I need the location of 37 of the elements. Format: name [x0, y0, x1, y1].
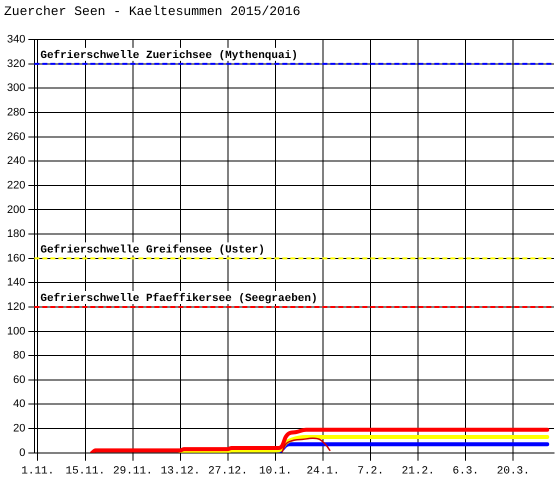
x-tick-label: 13.12.	[160, 465, 200, 478]
x-tick-label: 24.1.	[306, 465, 340, 478]
x-tick-label: 29.11.	[113, 465, 153, 478]
line-series	[282, 437, 331, 452]
y-tick-label: 160	[6, 252, 26, 264]
line-series	[178, 435, 550, 453]
y-tick-label: 240	[6, 155, 26, 168]
x-tick-label: 15.11.	[65, 465, 106, 478]
x-tick-label: 6.3.	[452, 465, 479, 478]
line-series	[276, 442, 550, 453]
y-tick-label: 280	[6, 106, 26, 119]
y-tick-label: 20	[13, 422, 26, 435]
ref-line-label: Gefrierschwelle Pfaeffikersee (Seegraeben)	[40, 292, 318, 306]
y-tick-label: 60	[13, 374, 26, 386]
x-tick-label: 21.2.	[402, 465, 435, 478]
y-tick-label: 340	[6, 34, 26, 46]
x-tick-label: 1.11.	[21, 465, 54, 478]
y-tick-label: 40	[13, 398, 26, 410]
line-series	[90, 428, 550, 453]
chart-title: Zuercher Seen - Kaeltesummen 2015/2016	[4, 4, 300, 20]
y-tick-label: 140	[6, 276, 26, 289]
y-tick-label: 120	[6, 300, 26, 313]
y-tick-label: 220	[6, 179, 26, 192]
x-tick-label: 7.2.	[357, 465, 384, 478]
y-tick-label: 100	[6, 325, 26, 338]
x-tick-label: 20.3.	[496, 465, 530, 478]
y-tick-label: 200	[6, 204, 26, 216]
y-tick-label: 180	[6, 228, 26, 240]
y-tick-label: 0	[19, 446, 26, 459]
x-tick-label: 10.1.	[258, 465, 292, 478]
y-tick-label: 300	[6, 82, 26, 94]
y-tick-label: 80	[13, 350, 26, 362]
x-tick-label: 27.12.	[208, 465, 248, 478]
ref-line-label: Gefrierschwelle Greifensee (Uster)	[40, 244, 265, 257]
y-tick-label: 320	[6, 58, 26, 70]
ref-line-label: Gefrierschwelle Zuerichsee (Mythenquai)	[40, 49, 298, 62]
y-tick-label: 260	[6, 130, 26, 143]
